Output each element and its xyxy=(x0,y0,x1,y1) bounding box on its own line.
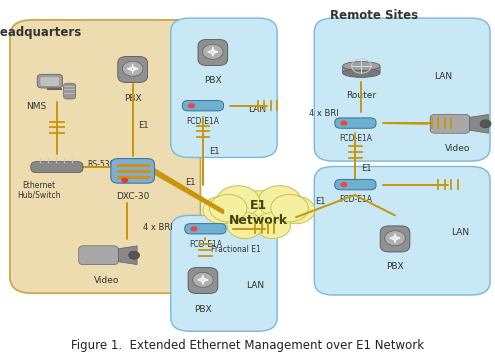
Text: Router: Router xyxy=(346,91,376,100)
Text: NMS: NMS xyxy=(26,102,46,111)
FancyBboxPatch shape xyxy=(182,101,224,111)
Text: E1: E1 xyxy=(185,178,196,187)
FancyBboxPatch shape xyxy=(37,74,62,88)
FancyBboxPatch shape xyxy=(118,56,148,83)
Circle shape xyxy=(480,120,491,128)
Text: Fractional E1: Fractional E1 xyxy=(211,245,261,254)
Circle shape xyxy=(188,103,195,108)
FancyBboxPatch shape xyxy=(335,118,376,128)
FancyBboxPatch shape xyxy=(314,167,490,295)
Text: DXC-30: DXC-30 xyxy=(116,192,149,201)
FancyBboxPatch shape xyxy=(79,246,118,265)
Circle shape xyxy=(121,178,128,183)
Text: PBX: PBX xyxy=(204,76,222,85)
Text: PBX: PBX xyxy=(194,305,212,314)
Circle shape xyxy=(230,191,288,233)
Text: Hub/Switch: Hub/Switch xyxy=(17,190,60,199)
Circle shape xyxy=(122,61,143,76)
Text: Video: Video xyxy=(445,144,471,153)
Text: LAN: LAN xyxy=(451,228,469,237)
Text: FCD-E1A: FCD-E1A xyxy=(339,134,372,143)
Polygon shape xyxy=(470,114,489,133)
FancyBboxPatch shape xyxy=(40,76,60,86)
FancyBboxPatch shape xyxy=(314,18,490,161)
Text: Figure 1.  Extended Ethernet Management over E1 Network: Figure 1. Extended Ethernet Management o… xyxy=(71,339,424,352)
Text: FCD-E1A: FCD-E1A xyxy=(189,240,222,249)
Text: Network: Network xyxy=(229,214,289,227)
FancyBboxPatch shape xyxy=(63,83,76,99)
Text: LAN: LAN xyxy=(246,281,264,290)
Text: LAN: LAN xyxy=(434,72,452,81)
Text: 4 x BRI: 4 x BRI xyxy=(309,109,339,118)
Text: RS-530: RS-530 xyxy=(88,160,115,169)
Text: Remote Sites: Remote Sites xyxy=(330,9,418,22)
Text: E1: E1 xyxy=(315,197,325,206)
Circle shape xyxy=(209,194,247,222)
Text: E1: E1 xyxy=(139,121,149,130)
Circle shape xyxy=(193,272,213,287)
Text: E1: E1 xyxy=(361,164,372,173)
Circle shape xyxy=(271,194,308,222)
Text: E1: E1 xyxy=(209,147,219,156)
Circle shape xyxy=(227,212,263,239)
Circle shape xyxy=(203,196,241,224)
Circle shape xyxy=(277,196,315,224)
Text: LAN: LAN xyxy=(248,105,266,114)
Circle shape xyxy=(216,186,260,218)
FancyBboxPatch shape xyxy=(111,159,154,183)
Text: Video: Video xyxy=(94,276,119,285)
Text: FCD-E1A: FCD-E1A xyxy=(187,117,219,126)
FancyBboxPatch shape xyxy=(10,20,200,293)
FancyBboxPatch shape xyxy=(430,114,470,133)
FancyBboxPatch shape xyxy=(171,18,277,157)
FancyBboxPatch shape xyxy=(171,215,277,331)
Circle shape xyxy=(202,44,223,59)
Circle shape xyxy=(340,121,347,126)
Text: PBX: PBX xyxy=(386,262,404,272)
FancyBboxPatch shape xyxy=(31,161,83,173)
Circle shape xyxy=(129,251,140,259)
FancyBboxPatch shape xyxy=(343,66,380,73)
FancyBboxPatch shape xyxy=(335,180,376,190)
Text: Headquarters: Headquarters xyxy=(0,26,82,39)
Text: 4 x BRI: 4 x BRI xyxy=(143,223,172,232)
Polygon shape xyxy=(118,246,137,265)
Ellipse shape xyxy=(343,62,380,71)
FancyBboxPatch shape xyxy=(188,268,218,294)
Text: Ethernet: Ethernet xyxy=(22,181,55,190)
Text: E1: E1 xyxy=(250,199,267,212)
Circle shape xyxy=(385,231,405,246)
Circle shape xyxy=(258,186,301,218)
Text: FCD-E1A: FCD-E1A xyxy=(339,195,372,205)
FancyBboxPatch shape xyxy=(198,39,228,66)
Circle shape xyxy=(190,226,198,231)
FancyBboxPatch shape xyxy=(185,224,226,234)
Text: PBX: PBX xyxy=(124,94,142,103)
Circle shape xyxy=(340,182,347,187)
FancyBboxPatch shape xyxy=(380,226,410,252)
Circle shape xyxy=(255,212,291,239)
Ellipse shape xyxy=(343,68,380,77)
